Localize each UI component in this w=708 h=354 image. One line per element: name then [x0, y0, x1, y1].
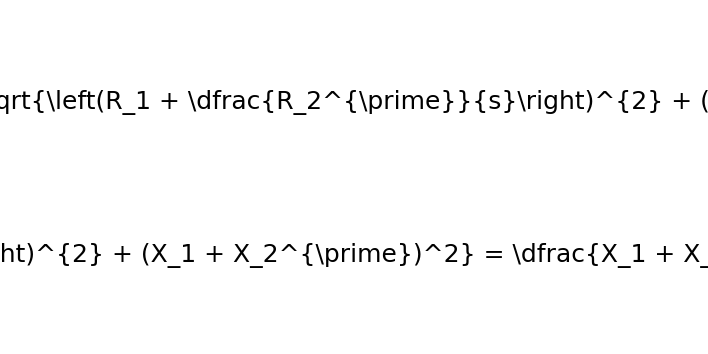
Text: \sin \varphi = \dfrac{X_1 + X_2^{\prime}}{\sqrt{\left(R_1 + \dfrac{R_2^{\prime}}: \sin \varphi = \dfrac{X_1 + X_2^{\prime}… [0, 90, 708, 115]
Text: \sqrt{\left(R_1 + \dfrac{R_2^{\prime}}{s}\right)^{2} + (X_1 + X_2^{\prime})^2} =: \sqrt{\left(R_1 + \dfrac{R_2^{\prime}}{s… [0, 242, 708, 268]
